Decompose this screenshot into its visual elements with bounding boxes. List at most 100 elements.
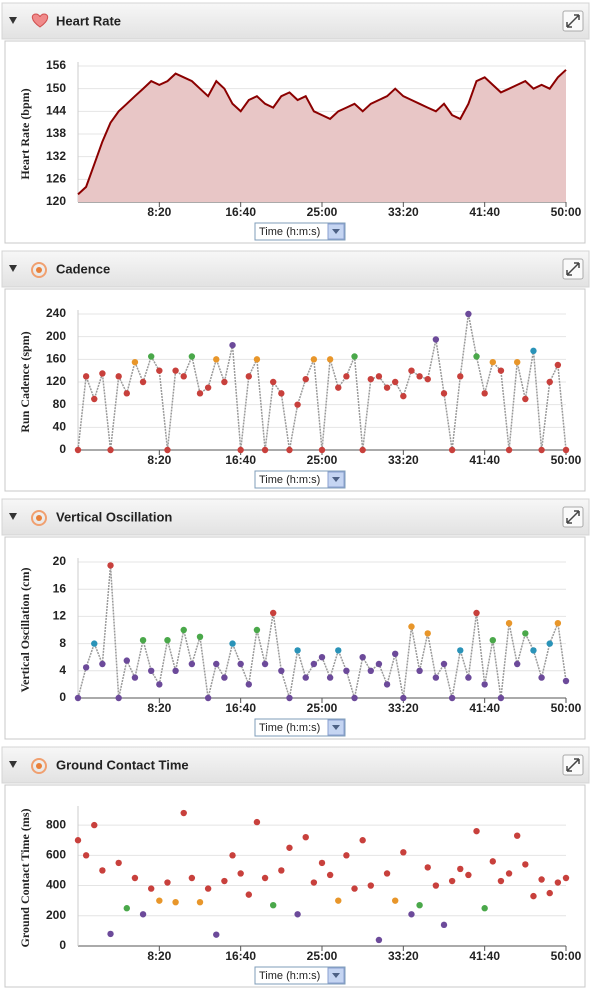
point — [318, 859, 326, 867]
x-axis-title: Time (h:m:s) — [259, 226, 320, 238]
point — [270, 902, 277, 909]
heart-icon — [31, 13, 49, 28]
point — [310, 879, 318, 886]
point — [554, 879, 562, 886]
point — [505, 446, 513, 454]
point — [375, 373, 383, 380]
point — [473, 353, 480, 360]
point — [82, 664, 90, 671]
x-tick-label: 50:00 — [551, 205, 582, 219]
sensor-icon — [31, 510, 47, 526]
point — [497, 694, 505, 702]
point — [261, 874, 269, 882]
point — [253, 356, 261, 363]
point — [74, 837, 82, 844]
collapse-toggle[interactable] — [9, 513, 17, 520]
point — [530, 892, 537, 900]
point — [278, 667, 285, 674]
point — [335, 647, 342, 654]
point — [554, 620, 562, 627]
point — [229, 852, 236, 859]
y-tick-label: 144 — [46, 104, 66, 118]
chart-box — [4, 536, 586, 740]
point — [91, 821, 98, 829]
x-axis-select[interactable] — [254, 718, 346, 737]
x-tick-label: 8:20 — [147, 453, 171, 467]
point — [123, 657, 130, 664]
x-tick-label: 8:20 — [147, 701, 171, 715]
y-tick-label: 126 — [46, 172, 66, 186]
point — [180, 809, 187, 817]
y-tick-label: 120 — [46, 374, 66, 388]
select-arrow — [332, 229, 340, 234]
y-tick-label: 138 — [46, 126, 66, 140]
point — [302, 375, 309, 383]
point — [408, 623, 415, 630]
point — [278, 867, 285, 874]
select-arrow — [332, 973, 340, 978]
point — [318, 654, 326, 661]
point — [107, 562, 114, 569]
x-axis-title: Time (h:m:s) — [259, 474, 320, 486]
point — [180, 626, 187, 634]
point — [448, 877, 456, 885]
point — [546, 378, 553, 386]
collapse-toggle[interactable] — [9, 17, 17, 24]
point — [115, 373, 122, 380]
x-tick-label: 16:40 — [225, 701, 256, 715]
point — [164, 446, 171, 454]
point — [505, 870, 513, 877]
point — [424, 630, 431, 637]
point — [172, 367, 179, 374]
y-tick-label: 0 — [59, 938, 66, 952]
point — [489, 637, 496, 644]
point — [408, 367, 415, 374]
point — [286, 844, 293, 851]
expand-icon — [566, 510, 580, 524]
point — [514, 832, 521, 839]
point — [148, 353, 155, 360]
collapse-toggle[interactable] — [9, 761, 17, 768]
point — [343, 373, 350, 380]
point — [530, 347, 537, 355]
point — [82, 373, 90, 380]
panel-header — [1, 498, 590, 536]
point — [416, 373, 423, 380]
point — [115, 694, 122, 702]
point — [489, 358, 496, 366]
point — [432, 882, 440, 889]
point — [310, 356, 318, 363]
y-tick-label: 200 — [46, 908, 66, 922]
point — [432, 674, 440, 681]
point — [172, 898, 179, 906]
point — [188, 874, 196, 882]
x-tick-label: 33:20 — [388, 701, 419, 715]
x-axis-select[interactable] — [254, 222, 346, 241]
point — [99, 867, 106, 874]
point — [440, 921, 448, 929]
point — [302, 674, 309, 681]
y-tick-label: 80 — [53, 397, 67, 411]
y-tick-label: 20 — [53, 554, 67, 568]
point — [221, 877, 228, 885]
x-axis-select[interactable] — [254, 470, 346, 489]
point — [156, 367, 163, 374]
point — [473, 609, 480, 617]
x-tick-label: 41:40 — [469, 701, 500, 715]
point — [294, 401, 301, 408]
point — [196, 633, 204, 640]
point — [253, 626, 261, 634]
point — [359, 446, 366, 454]
point — [270, 609, 277, 617]
point — [416, 902, 423, 909]
point — [481, 390, 488, 397]
point — [326, 871, 334, 879]
panel-title: Heart Rate — [56, 13, 121, 28]
point — [465, 310, 472, 318]
x-axis-select[interactable] — [254, 966, 346, 985]
select-arrow — [332, 725, 340, 730]
point — [326, 674, 334, 681]
area — [78, 69, 566, 202]
collapse-toggle[interactable] — [9, 265, 17, 272]
point — [261, 446, 269, 454]
